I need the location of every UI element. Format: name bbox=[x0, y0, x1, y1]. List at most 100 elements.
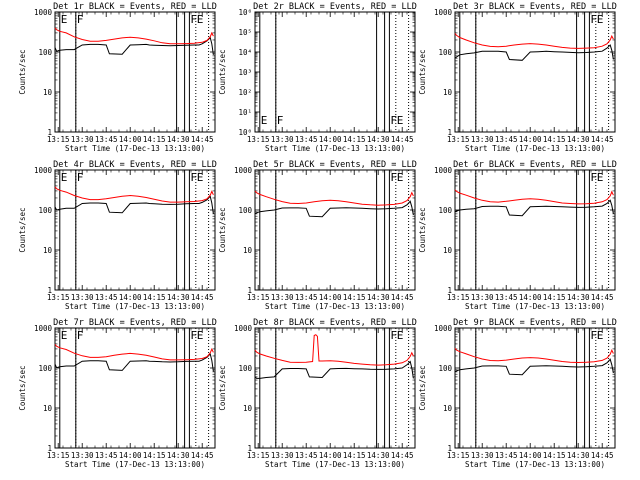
lld-series-line bbox=[54, 186, 214, 203]
event-marker-label: E bbox=[397, 114, 404, 127]
event-marker-label: F bbox=[590, 329, 597, 342]
x-axis-title: Start Time (17-Dec-13 13:13:00) bbox=[65, 144, 205, 153]
x-tick-label: 14:45 bbox=[591, 293, 614, 302]
plot-frame bbox=[454, 327, 616, 449]
panel-det-5: Det 5r BLACK = Events, RED = LLD 1 10 100 10… bbox=[218, 160, 417, 311]
x-axis-title: Start Time (17-Dec-13 13:13:00) bbox=[65, 460, 205, 469]
event-marker-label: E bbox=[397, 171, 404, 184]
x-axis-title: Start Time (17-Dec-13 13:13:00) bbox=[465, 460, 605, 469]
x-tick-label: 13:30 bbox=[71, 451, 94, 460]
x-tick-label: 13:45 bbox=[495, 451, 518, 460]
event-marker-label: F bbox=[77, 171, 84, 184]
x-tick-label: 14:45 bbox=[391, 451, 414, 460]
x-tick-label: 13:30 bbox=[271, 293, 294, 302]
y-axis-title: Counts/sec bbox=[218, 207, 227, 252]
x-tick-label: 13:15 bbox=[47, 293, 70, 302]
y-tick-label: 100 bbox=[438, 48, 452, 57]
x-tick-label: 14:30 bbox=[567, 135, 590, 144]
y-tick-label: 1000 bbox=[34, 324, 53, 333]
y-tick-label: 1000 bbox=[234, 324, 253, 333]
panel-det-4: Det 4r BLACK = Events, RED = LLD 1 10 100 10… bbox=[18, 160, 217, 311]
events-series-line bbox=[454, 44, 614, 61]
x-tick-label: 13:30 bbox=[71, 293, 94, 302]
x-tick-label: 14:45 bbox=[591, 451, 614, 460]
events-series-line bbox=[454, 358, 614, 376]
panel-title: Det 3r BLACK = Events, RED = LLD bbox=[453, 2, 617, 12]
x-tick-label: 14:30 bbox=[567, 451, 590, 460]
y-tick-label: 1000 bbox=[34, 8, 53, 17]
x-tick-label: 14:30 bbox=[367, 135, 390, 144]
x-tick-label: 14:30 bbox=[367, 293, 390, 302]
plot-frame bbox=[454, 169, 616, 291]
y-tick-label: 1000 bbox=[434, 166, 453, 175]
event-marker-label: F bbox=[390, 171, 397, 184]
events-series-line bbox=[254, 200, 414, 218]
event-marker-label: E bbox=[597, 171, 604, 184]
x-tick-label: 13:30 bbox=[271, 135, 294, 144]
y-tick-label: 1000 bbox=[434, 324, 453, 333]
x-tick-label: 14:00 bbox=[319, 293, 342, 302]
event-marker-label: E bbox=[197, 329, 204, 342]
events-series-line bbox=[54, 195, 214, 214]
x-tick-label: 13:30 bbox=[471, 293, 494, 302]
x-tick-label: 14:15 bbox=[543, 293, 566, 302]
event-marker-label: E bbox=[61, 13, 68, 26]
y-tick-label: 100 bbox=[38, 48, 52, 57]
x-tick-label: 13:15 bbox=[47, 451, 70, 460]
panel-title: Det 7r BLACK = Events, RED = LLD bbox=[53, 318, 217, 328]
x-axis-title: Start Time (17-Dec-13 13:13:00) bbox=[265, 144, 405, 153]
x-tick-label: 13:45 bbox=[495, 293, 518, 302]
x-tick-label: 13:45 bbox=[495, 135, 518, 144]
x-tick-label: 13:45 bbox=[95, 451, 118, 460]
x-tick-label: 14:15 bbox=[543, 135, 566, 144]
event-marker-label: F bbox=[390, 114, 397, 127]
panel-title: Det 2r BLACK = Events, RED = LLD bbox=[253, 2, 417, 12]
x-tick-label: 14:30 bbox=[167, 293, 190, 302]
x-tick-label: 14:30 bbox=[167, 135, 190, 144]
y-tick-label: 1 bbox=[247, 286, 252, 295]
y-tick-label: 10 bbox=[443, 246, 453, 255]
events-series-line bbox=[54, 352, 214, 372]
x-tick-label: 14:00 bbox=[119, 293, 142, 302]
x-tick-label: 13:30 bbox=[471, 451, 494, 460]
event-marker-label: E bbox=[197, 13, 204, 26]
x-tick-label: 13:45 bbox=[295, 135, 318, 144]
x-tick-label: 14:45 bbox=[591, 135, 614, 144]
x-tick-label: 14:15 bbox=[343, 451, 366, 460]
lld-series-line bbox=[454, 347, 614, 364]
x-tick-label: 14:15 bbox=[343, 135, 366, 144]
y-tick-label: 1 bbox=[447, 444, 452, 453]
events-series-line bbox=[254, 360, 414, 379]
panel-det-1: Det 1r BLACK = Events, RED = LLD 1 10 100 10… bbox=[18, 2, 217, 153]
y-tick-label: 10² bbox=[238, 88, 252, 97]
y-tick-label: 10 bbox=[443, 88, 453, 97]
y-tick-label: 1000 bbox=[434, 8, 453, 17]
x-tick-label: 14:45 bbox=[191, 293, 214, 302]
x-tick-label: 14:00 bbox=[519, 451, 542, 460]
lld-series-line bbox=[254, 334, 414, 366]
panel-det-7: Det 7r BLACK = Events, RED = LLD 1 10 100 10… bbox=[18, 318, 217, 469]
x-tick-label: 14:45 bbox=[391, 135, 414, 144]
event-marker-label: E bbox=[597, 13, 604, 26]
y-tick-label: 10 bbox=[243, 404, 253, 413]
y-tick-label: 1 bbox=[47, 444, 52, 453]
x-axis-title: Start Time (17-Dec-13 13:13:00) bbox=[265, 302, 405, 311]
x-tick-label: 14:45 bbox=[191, 451, 214, 460]
event-marker-label: E bbox=[61, 171, 68, 184]
y-tick-label: 10⁰ bbox=[238, 128, 252, 137]
x-tick-label: 13:45 bbox=[95, 293, 118, 302]
y-axis-title: Counts/sec bbox=[18, 207, 27, 252]
x-axis-title: Start Time (17-Dec-13 13:13:00) bbox=[65, 302, 205, 311]
x-tick-label: 14:00 bbox=[319, 135, 342, 144]
event-marker-label: F bbox=[190, 171, 197, 184]
x-tick-label: 13:45 bbox=[295, 293, 318, 302]
event-marker-label: F bbox=[77, 13, 84, 26]
plot-frame bbox=[54, 11, 216, 133]
x-tick-label: 14:30 bbox=[367, 451, 390, 460]
panel-title: Det 4r BLACK = Events, RED = LLD bbox=[53, 160, 217, 170]
y-axis-title: Counts/sec bbox=[18, 365, 27, 410]
y-tick-label: 10 bbox=[43, 246, 53, 255]
y-tick-label: 1 bbox=[447, 128, 452, 137]
panel-title: Det 9r BLACK = Events, RED = LLD bbox=[453, 318, 617, 328]
panel-title: Det 6r BLACK = Events, RED = LLD bbox=[453, 160, 617, 170]
